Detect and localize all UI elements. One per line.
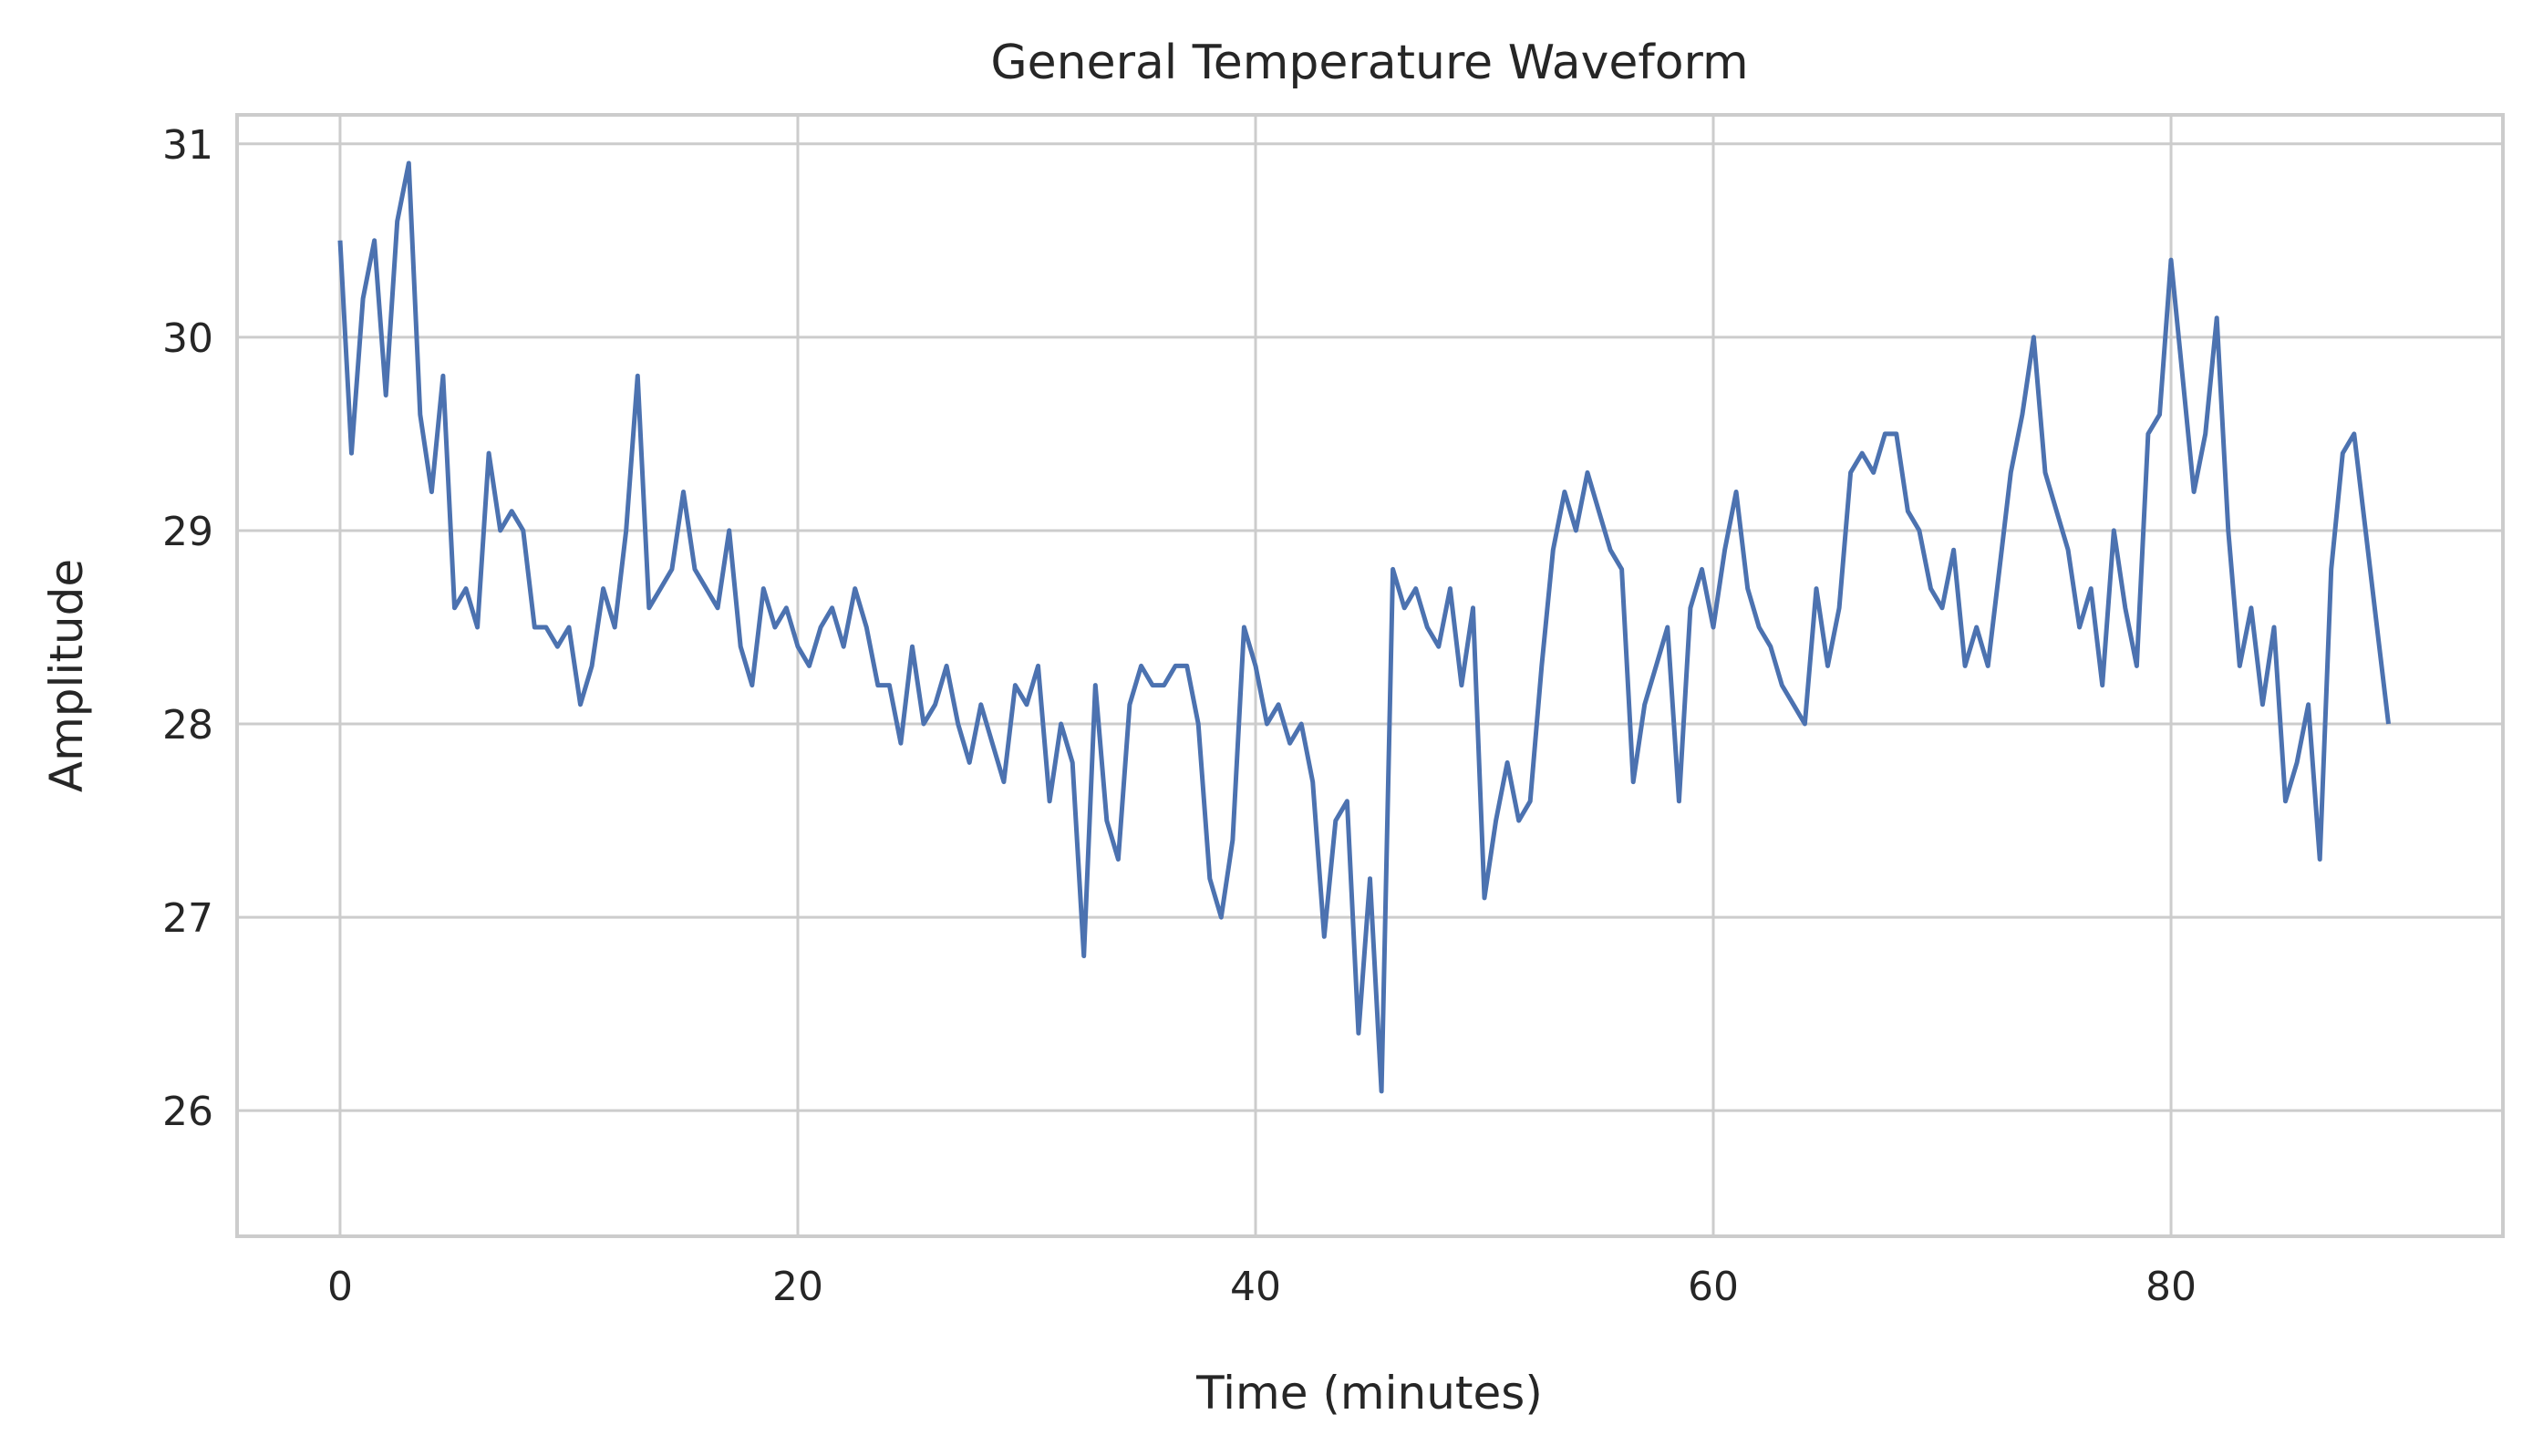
y-tick-label: 29 bbox=[162, 509, 213, 555]
y-axis-label: Amplitude bbox=[40, 559, 93, 792]
y-axis-ticks: 26 27 28 29 30 31 bbox=[162, 122, 213, 1135]
series-line bbox=[337, 160, 2391, 1094]
x-axis-ticks: 0 20 40 60 80 bbox=[327, 1264, 2197, 1310]
y-tick-label: 27 bbox=[162, 895, 213, 942]
y-tick-label: 31 bbox=[162, 122, 213, 169]
series-layer bbox=[337, 160, 2391, 1094]
plot-frame bbox=[235, 113, 2505, 1238]
x-tick-label: 20 bbox=[772, 1264, 823, 1310]
chart-title: General Temperature Waveform bbox=[990, 36, 1748, 90]
y-tick-label: 26 bbox=[162, 1089, 213, 1135]
x-tick-label: 80 bbox=[2145, 1264, 2197, 1310]
x-tick-label: 0 bbox=[327, 1264, 353, 1310]
y-tick-label: 28 bbox=[162, 702, 213, 749]
x-tick-label: 60 bbox=[1688, 1264, 1739, 1310]
x-tick-label: 40 bbox=[1230, 1264, 1281, 1310]
grid-lines bbox=[237, 115, 2503, 1236]
x-axis-label: Time (minutes) bbox=[1195, 1367, 1543, 1420]
y-tick-label: 30 bbox=[162, 315, 213, 362]
